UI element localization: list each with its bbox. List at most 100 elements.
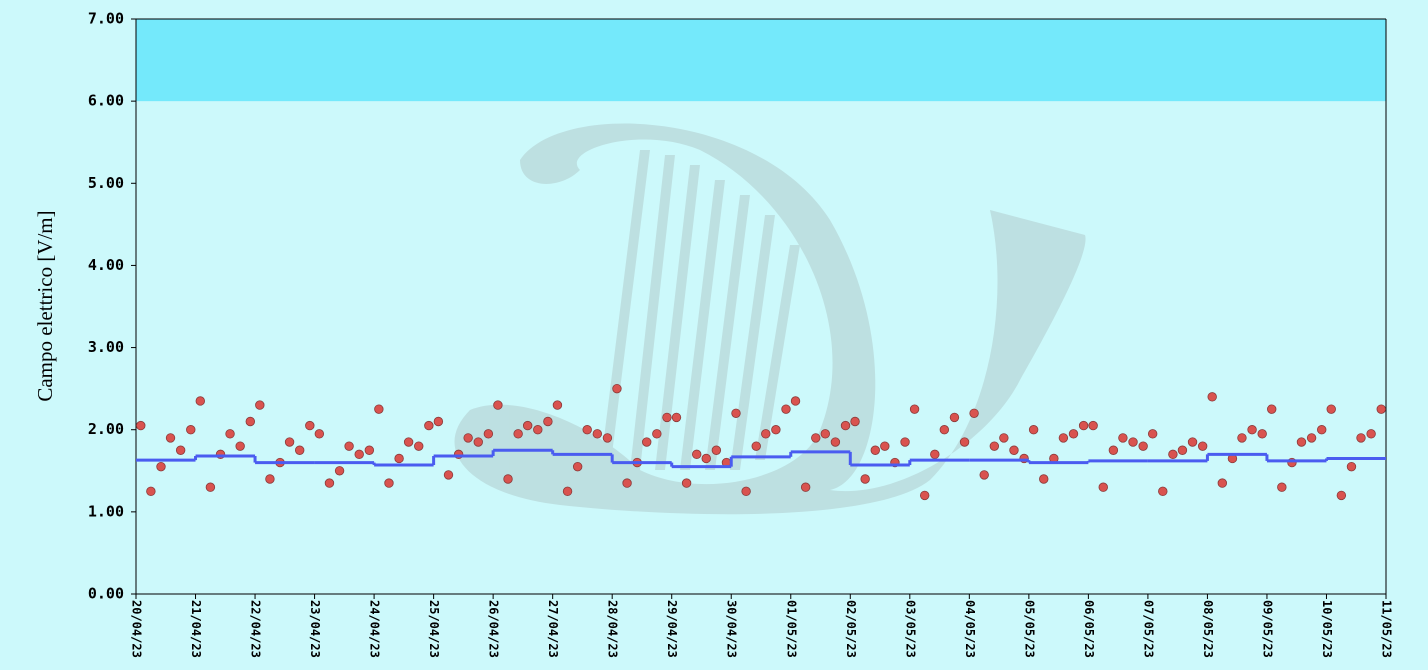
data-point <box>1187 437 1198 447</box>
data-point <box>562 486 573 497</box>
data-point <box>394 453 404 464</box>
x-tick-label: 26/04/23 <box>487 600 501 658</box>
y-tick-label: 2.00 <box>88 420 124 438</box>
data-point <box>294 445 305 455</box>
x-tick-label: 06/05/23 <box>1082 600 1096 658</box>
data-point <box>324 478 335 488</box>
data-point <box>1088 420 1098 431</box>
data-point <box>850 416 860 427</box>
data-point <box>255 400 265 410</box>
data-point <box>572 461 583 472</box>
data-point <box>284 437 295 447</box>
data-point <box>820 429 830 439</box>
data-point <box>364 445 375 455</box>
data-point <box>424 420 434 431</box>
data-point <box>870 445 880 455</box>
data-point <box>761 429 771 439</box>
data-point <box>662 412 672 423</box>
data-point <box>1118 433 1128 443</box>
data-point <box>800 482 811 492</box>
data-point <box>652 429 662 439</box>
x-tick-label: 01/05/23 <box>784 600 798 658</box>
data-point <box>1197 441 1208 451</box>
data-point <box>642 437 652 447</box>
x-tick-label: 23/04/23 <box>308 600 322 658</box>
x-tick-label: 27/04/23 <box>546 600 560 658</box>
x-tick-label: 09/05/23 <box>1260 600 1274 658</box>
x-tick-label: 04/05/23 <box>963 600 977 658</box>
y-tick-label: 6.00 <box>88 92 124 110</box>
data-point <box>473 437 483 447</box>
data-point <box>384 478 394 488</box>
data-point <box>919 490 930 501</box>
data-point <box>741 486 751 497</box>
y-axis-label: Campo elettrico [V/m] <box>33 210 57 401</box>
data-point <box>1108 445 1119 455</box>
data-point <box>790 396 801 406</box>
data-point <box>433 416 444 427</box>
data-point <box>1306 433 1317 443</box>
data-point <box>205 482 216 492</box>
data-point <box>592 429 603 439</box>
data-point <box>1039 474 1049 484</box>
x-tick-label: 10/05/23 <box>1320 600 1334 658</box>
data-point <box>344 441 354 451</box>
data-point <box>771 425 781 435</box>
y-tick-label: 4.00 <box>88 256 124 274</box>
data-point <box>1277 482 1287 492</box>
data-point <box>1177 445 1188 455</box>
x-tick-label: 28/04/23 <box>606 600 620 658</box>
x-tick-label: 29/04/23 <box>665 600 679 658</box>
data-point <box>751 441 761 451</box>
data-point <box>701 453 711 464</box>
data-point <box>483 429 494 439</box>
data-point <box>543 416 553 427</box>
data-point <box>880 441 890 451</box>
data-point <box>811 433 821 443</box>
x-tick-label: 21/04/23 <box>189 600 203 658</box>
data-point <box>1058 433 1069 443</box>
data-point <box>930 449 940 460</box>
data-point <box>1326 404 1336 414</box>
x-tick-label: 02/05/23 <box>844 600 858 658</box>
threshold-band <box>136 19 1386 102</box>
watermark <box>454 123 1086 515</box>
x-tick-label: 05/05/23 <box>1022 600 1036 658</box>
data-point <box>781 404 791 414</box>
data-point <box>979 470 989 480</box>
data-point <box>622 478 632 488</box>
data-point <box>1078 420 1089 431</box>
data-point <box>136 420 146 431</box>
data-point <box>900 437 910 447</box>
data-point <box>959 437 970 447</box>
data-point <box>989 441 1000 451</box>
data-point <box>582 425 592 435</box>
data-point <box>156 461 166 472</box>
data-point <box>1257 429 1267 439</box>
data-point <box>463 433 473 443</box>
data-point <box>225 429 235 439</box>
data-point <box>1068 429 1079 439</box>
y-tick-label: 1.00 <box>88 502 124 520</box>
data-point <box>681 478 692 488</box>
data-point <box>195 396 205 406</box>
data-point <box>671 412 682 423</box>
data-point <box>1207 392 1217 402</box>
data-point <box>443 470 454 480</box>
data-point <box>414 441 424 451</box>
data-point <box>1237 433 1247 443</box>
data-point <box>552 400 563 410</box>
data-point <box>334 466 345 476</box>
x-tick-label: 08/05/23 <box>1201 600 1215 658</box>
data-point <box>692 449 702 460</box>
data-point <box>1009 445 1019 455</box>
data-point <box>1217 478 1228 488</box>
data-point <box>602 433 613 443</box>
data-point <box>1366 429 1376 439</box>
data-point <box>1267 404 1277 414</box>
data-point <box>969 408 979 418</box>
data-point <box>186 425 196 435</box>
data-point <box>235 441 245 451</box>
data-point <box>354 449 364 460</box>
